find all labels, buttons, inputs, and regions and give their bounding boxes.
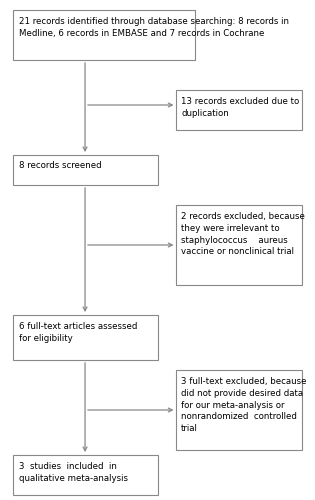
Text: 21 records identified through database searching: 8 records in
Medline, 6 record: 21 records identified through database s…	[19, 17, 289, 38]
FancyBboxPatch shape	[13, 155, 158, 185]
Text: 8 records screened: 8 records screened	[19, 161, 101, 170]
Text: 2 records excluded, because
they were irrelevant to
staphylococcus    aureus
vac: 2 records excluded, because they were ir…	[181, 212, 305, 256]
Text: 13 records excluded due to
duplication: 13 records excluded due to duplication	[181, 97, 299, 118]
Text: 3  studies  included  in
qualitative meta-analysis: 3 studies included in qualitative meta-a…	[19, 462, 128, 483]
FancyBboxPatch shape	[13, 455, 158, 495]
FancyBboxPatch shape	[13, 10, 195, 60]
FancyBboxPatch shape	[176, 370, 302, 450]
FancyBboxPatch shape	[13, 315, 158, 360]
FancyBboxPatch shape	[176, 90, 302, 130]
Text: 3 full-text excluded, because
did not provide desired data
for our meta-analysis: 3 full-text excluded, because did not pr…	[181, 377, 306, 433]
FancyBboxPatch shape	[176, 205, 302, 285]
Text: 6 full-text articles assessed
for eligibility: 6 full-text articles assessed for eligib…	[19, 322, 137, 343]
